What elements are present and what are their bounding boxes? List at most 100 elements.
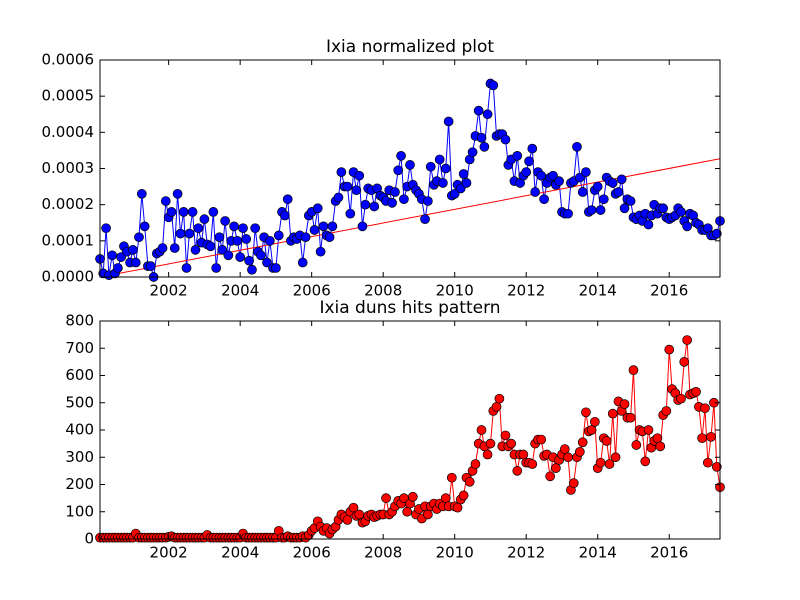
data-point [574,446,585,457]
data-point [333,192,344,203]
data-point [643,219,654,230]
data-point [661,406,672,416]
data-point [178,207,189,217]
data-point [521,167,532,177]
data-point [452,502,463,513]
data-point [500,430,511,441]
data-point [273,230,284,241]
data-point [157,243,168,253]
data-point [577,437,588,448]
data-point [682,335,692,345]
data-point [479,141,490,152]
data-point [238,223,248,234]
data-point [676,393,686,404]
data-point [491,401,502,412]
data-point [640,456,651,467]
data-point [312,203,323,214]
data-point [563,208,573,219]
data-point [590,416,600,427]
data-point [107,250,118,261]
data-point [706,431,716,442]
data-point [217,245,228,255]
y-tick-label: 0.0006 [42,51,95,69]
data-point [172,188,183,199]
data-point [300,232,311,243]
data-point [250,223,261,234]
data-point [461,178,472,188]
data-point [244,255,254,266]
data-point [199,214,210,224]
data-point [139,221,150,232]
data-point [423,509,433,520]
data-point [381,493,391,503]
data-point [577,187,588,197]
data-point [136,188,147,199]
data-point [702,457,713,468]
data-point [134,232,144,243]
x-tick-label: 2016 [650,282,688,300]
data-point [625,196,636,206]
data-point [405,160,415,170]
data-point [610,452,621,463]
data-point [518,449,529,460]
x-tick-label: 2008 [364,544,402,562]
data-point [408,491,418,502]
data-point [595,457,606,468]
data-point [548,170,558,181]
data-point [440,163,451,174]
data-point [581,407,591,418]
data-point [482,449,493,460]
data-point [369,201,380,212]
y-tick-label: 400 [65,421,94,439]
data-point [607,178,618,188]
chart-title: Ixia duns hits pattern [319,298,500,318]
data-point [652,433,663,444]
y-tick-label: 500 [65,393,94,411]
y-tick-label: 200 [65,475,94,493]
data-point [601,436,612,446]
data-point [449,188,460,199]
data-point [175,228,186,239]
data-point [592,181,603,192]
data-point [586,205,597,215]
data-point [446,472,457,483]
data-point [360,199,371,210]
y-tick-label: 0.0005 [42,87,95,105]
data-point [563,452,573,463]
data-point [711,461,722,472]
data-point [628,365,639,375]
data-point [351,185,362,196]
data-point [324,232,335,243]
data-point [700,403,710,414]
data-point [327,221,338,232]
data-point [485,438,496,449]
data-point [297,257,308,268]
data-point [232,235,243,246]
data-point [682,221,692,232]
data-point [315,246,326,257]
y-tick-label: 0.0004 [42,123,95,141]
y-tick-label: 0.0001 [42,231,95,249]
data-point [598,194,609,205]
data-point [551,463,561,473]
trend-line [99,158,721,278]
data-point [354,170,365,181]
data-point [184,228,195,239]
data-point [423,196,433,206]
y-tick-label: 300 [65,448,94,466]
data-point [476,132,487,143]
y-tick-label: 0.0003 [42,159,95,177]
data-point [241,234,252,244]
data-point [464,476,475,487]
data-point [527,143,538,154]
data-point [616,174,627,185]
data-point [214,232,225,243]
data-point [271,263,281,273]
x-tick-label: 2002 [150,544,188,562]
y-tick-label: 0.0002 [42,195,95,213]
data-point [494,393,505,404]
data-point [438,178,448,188]
data-point [530,187,540,197]
data-point [613,187,624,197]
